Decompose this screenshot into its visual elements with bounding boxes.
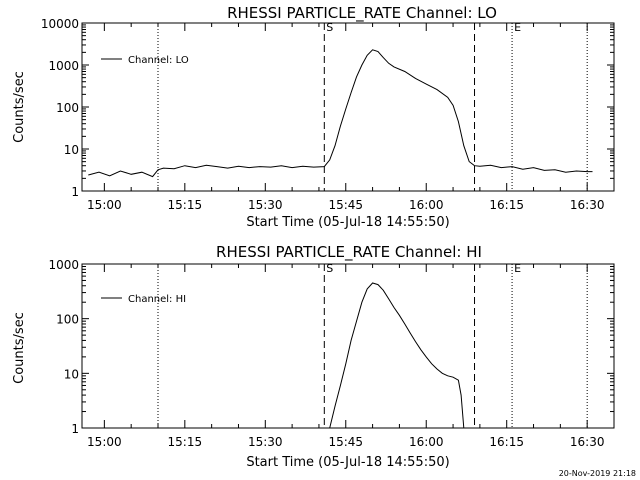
panel-hi-series bbox=[329, 282, 465, 429]
panel-hi-x-tick-label: 15:15 bbox=[168, 435, 203, 449]
panel-lo-legend-label: Channel: LO bbox=[128, 55, 189, 66]
panel-lo: RHESSI PARTICLE_RATE Channel: LO 1101001… bbox=[12, 4, 615, 230]
panel-hi: RHESSI PARTICLE_RATE Channel: HI 1101001… bbox=[12, 243, 615, 470]
panel-hi-series-line bbox=[329, 282, 465, 429]
panel-lo-series-line bbox=[88, 49, 593, 178]
panel-lo-y-tick-label: 100 bbox=[56, 101, 79, 115]
panel-hi-x-tick-label: 15:45 bbox=[328, 435, 363, 449]
panel-hi-y-tick-label: 10 bbox=[64, 367, 79, 381]
panel-hi-x-tick-label: 16:00 bbox=[409, 435, 444, 449]
panel-hi-y-label: Counts/sec bbox=[12, 312, 27, 384]
panel-hi-legend-label: Channel: HI bbox=[128, 294, 186, 305]
panel-hi-y-axis: 1 10 100 1000 bbox=[48, 258, 614, 436]
panel-hi-legend: Channel: HI bbox=[101, 294, 186, 305]
footer-timestamp: 20-Nov-2019 21:18 bbox=[559, 469, 636, 478]
panel-lo-x-tick-label: 15:30 bbox=[248, 198, 283, 212]
panel-hi-frame bbox=[81, 263, 615, 429]
panel-lo-x-tick-label: 16:00 bbox=[409, 198, 444, 212]
panel-lo-title: RHESSI PARTICLE_RATE Channel: LO bbox=[227, 4, 497, 23]
panel-hi-x-tick-label: 15:30 bbox=[248, 435, 283, 449]
panel-lo-legend: Channel: LO bbox=[101, 55, 189, 66]
panel-lo-x-tick-label: 16:30 bbox=[570, 198, 605, 212]
panel-lo-x-tick-label: 15:45 bbox=[328, 198, 363, 212]
panel-lo-frame bbox=[81, 22, 615, 192]
panel-hi-y-tick-label: 1000 bbox=[48, 258, 79, 272]
panel-lo-y-label: Counts/sec bbox=[12, 71, 27, 143]
panel-lo-marker-label: S bbox=[326, 21, 333, 34]
panel-lo-x-axis: 15:00 15:15 15:30 15:45 16:00 16:15 16:30 bbox=[87, 23, 615, 212]
panel-hi-x-axis: 15:00 15:15 15:30 15:45 16:00 16:15 16:30 bbox=[87, 264, 615, 449]
panel-hi-x-tick-label: 15:00 bbox=[87, 435, 122, 449]
panel-hi-title: RHESSI PARTICLE_RATE Channel: HI bbox=[216, 243, 482, 262]
panel-hi-marker-label: E bbox=[514, 262, 521, 275]
panel-lo-x-tick-label: 16:15 bbox=[489, 198, 524, 212]
panel-hi-x-tick-label: 16:30 bbox=[570, 435, 605, 449]
panel-lo-x-label: Start Time (05-Jul-18 14:55:50) bbox=[246, 215, 449, 230]
panel-lo-y-tick-label: 1000 bbox=[48, 59, 79, 73]
panel-hi-x-tick-label: 16:15 bbox=[489, 435, 524, 449]
panel-hi-marker-label: S bbox=[326, 262, 333, 275]
panel-hi-y-tick-label: 1 bbox=[71, 422, 79, 436]
panel-lo-y-tick-label: 1 bbox=[71, 185, 79, 199]
panel-lo-y-tick-label: 10000 bbox=[41, 17, 79, 31]
panel-lo-y-tick-label: 10 bbox=[64, 143, 79, 157]
panel-lo-x-tick-label: 15:00 bbox=[87, 198, 122, 212]
panel-hi-y-tick-label: 100 bbox=[56, 313, 79, 327]
panel-lo-series bbox=[88, 49, 593, 178]
panel-lo-y-axis: 1 10 100 1000 10000 bbox=[41, 17, 614, 199]
panel-lo-marker-label: E bbox=[514, 21, 521, 34]
panel-lo-x-tick-label: 15:15 bbox=[168, 198, 203, 212]
panel-hi-x-label: Start Time (05-Jul-18 14:55:50) bbox=[246, 455, 449, 470]
